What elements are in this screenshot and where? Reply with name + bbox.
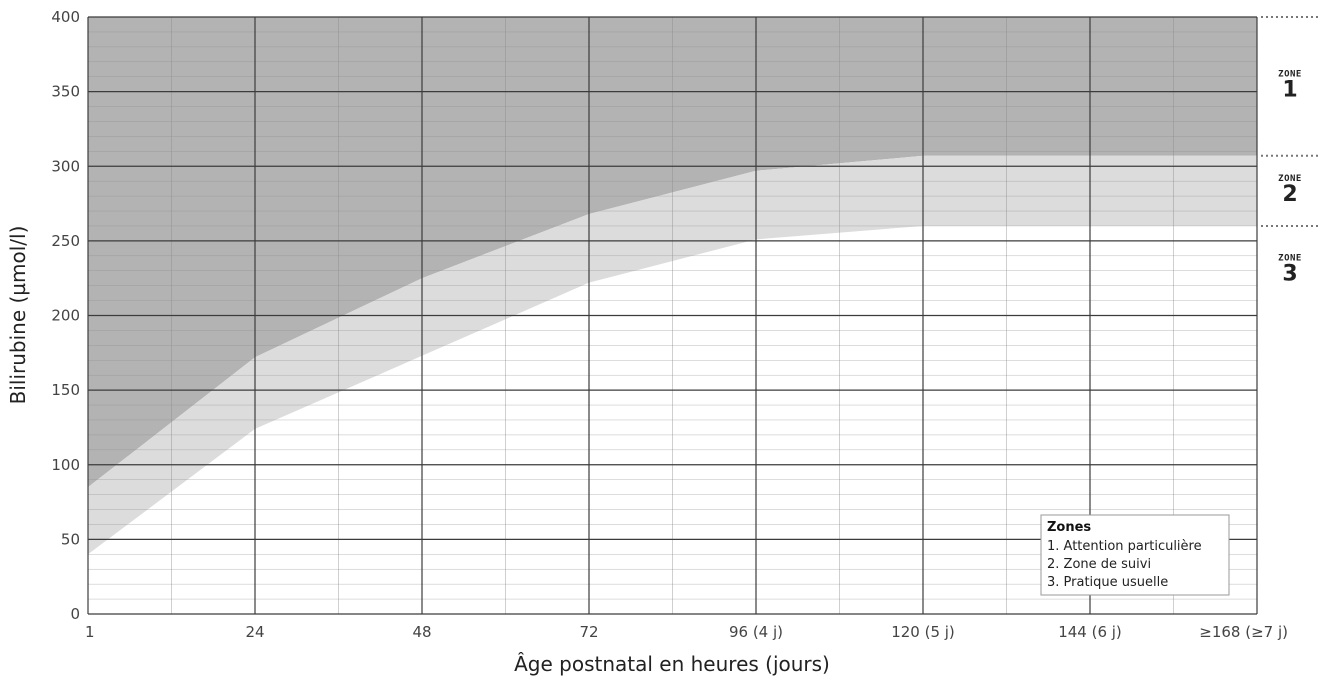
- y-tick-label: 200: [51, 307, 80, 325]
- zone-1-area: [88, 17, 1257, 488]
- y-tick-label: 300: [51, 157, 80, 175]
- x-tick-label: 24: [245, 623, 264, 641]
- y-tick-label: 400: [51, 8, 80, 26]
- x-tick-label: ≥168 (≥7 j): [1199, 623, 1288, 641]
- legend-box: [1040, 514, 1230, 596]
- zone-1-number: 1: [1282, 77, 1297, 102]
- x-tick-label: 120 (5 j): [891, 623, 955, 641]
- y-tick-label: 0: [70, 605, 80, 623]
- x-axis-tick-labels: 1 24 48 72 96 (4 j) 120 (5 j) 144 (6 j) ≥168 (≥…: [85, 623, 1288, 641]
- y-axis-title: Bilirubine (µmol/l): [6, 226, 30, 405]
- x-axis-title: Âge postnatal en heures (jours): [514, 652, 830, 676]
- zone-1-word: ZONE: [1278, 69, 1302, 79]
- legend-item-2: 2. Zone de suivi: [1047, 557, 1151, 572]
- y-tick-label: 350: [51, 83, 80, 101]
- y-tick-label: 150: [51, 381, 80, 399]
- grid-lines: [87, 16, 1258, 615]
- zone-2-word: ZONE: [1278, 174, 1302, 184]
- x-tick-label: 1: [85, 623, 95, 641]
- legend: Zones 1. Attention particulière 2. Zone …: [1040, 514, 1230, 596]
- x-tick-label: 96 (4 j): [729, 623, 783, 641]
- zone-3-word: ZONE: [1278, 254, 1302, 264]
- legend-item-3: 3. Pratique usuelle: [1047, 575, 1168, 590]
- y-tick-label: 250: [51, 232, 80, 250]
- x-tick-label: 72: [579, 623, 598, 641]
- y-tick-label: 50: [61, 530, 80, 548]
- x-tick-label: 48: [412, 623, 431, 641]
- zone-2-number: 2: [1282, 182, 1297, 207]
- x-tick-label: 144 (6 j): [1058, 623, 1122, 641]
- legend-item-1: 1. Attention particulière: [1047, 539, 1202, 554]
- legend-title: Zones: [1047, 520, 1091, 535]
- zone-3-number: 3: [1282, 262, 1297, 287]
- y-axis-tick-labels: 0 50 100 150 200 250 300 350 400: [51, 8, 80, 623]
- y-tick-label: 100: [51, 456, 80, 474]
